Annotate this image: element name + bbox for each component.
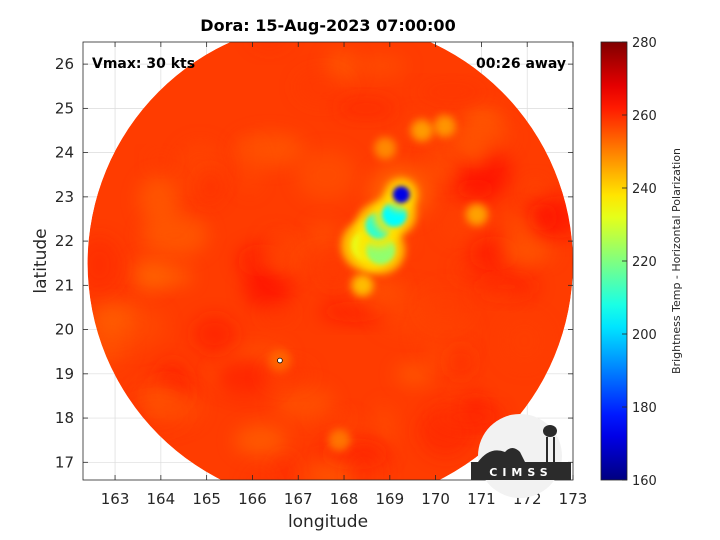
texture-blob xyxy=(432,403,503,431)
x-tick-label: 169 xyxy=(376,490,405,508)
y-tick-label: 26 xyxy=(55,55,74,73)
texture-blob xyxy=(262,231,291,267)
texture-blob xyxy=(275,385,334,422)
texture-blob xyxy=(192,315,237,353)
x-tick-label: 171 xyxy=(467,490,496,508)
colorbar-tick-label: 280 xyxy=(632,36,657,51)
y-tick-label: 21 xyxy=(55,276,74,294)
vmax-annotation: Vmax: 30 kts xyxy=(92,56,195,72)
y-axis-label: latitude xyxy=(31,228,51,293)
y-axis-ticks: 17 18 19 20 21 22 23 24 25 26 xyxy=(55,55,573,471)
logo-tower-leg xyxy=(546,437,548,462)
x-axis-label: longitude xyxy=(288,512,368,532)
colorbar-label: Brightness Temp - Horizontal Polarizatio… xyxy=(670,148,683,374)
texture-blob xyxy=(356,54,407,77)
texture-blob xyxy=(309,221,336,251)
logo-band xyxy=(471,462,571,480)
texture-blob xyxy=(237,141,262,193)
cimss-logo: CIMSS xyxy=(471,414,571,498)
texture-blob xyxy=(87,237,122,293)
y-tick-label: 24 xyxy=(55,144,74,162)
colorbar-tick-label: 220 xyxy=(632,255,657,270)
texture-blob xyxy=(418,83,486,101)
y-tick-label: 19 xyxy=(55,365,74,383)
x-tick-label: 167 xyxy=(284,490,313,508)
convection-features xyxy=(268,115,488,452)
chart-title: Dora: 15-Aug-2023 07:00:00 xyxy=(200,16,455,35)
texture-blob xyxy=(88,302,135,336)
texture-blob xyxy=(139,388,201,427)
texture-blob xyxy=(454,119,514,155)
texture-blob xyxy=(503,210,537,265)
colorbar-tick-label: 160 xyxy=(632,474,657,489)
x-tick-label: 165 xyxy=(192,490,221,508)
y-tick-label: 23 xyxy=(55,188,74,206)
y-tick-label: 22 xyxy=(55,232,74,250)
colorbar-tick-label: 200 xyxy=(632,328,657,343)
convection-feature xyxy=(374,137,397,160)
storm-center-point xyxy=(277,357,283,364)
texture-blob xyxy=(138,175,180,225)
colorbar-tick-label: 180 xyxy=(632,401,657,416)
x-tick-label: 166 xyxy=(238,490,267,508)
colorbar-ticks: 160 180 200 220 240 260 280 xyxy=(622,36,657,489)
texture-blob xyxy=(526,203,559,232)
texture-blob xyxy=(213,357,277,399)
convection-feature xyxy=(433,115,456,138)
texture-blob xyxy=(523,178,548,204)
texture-blob xyxy=(453,179,497,199)
convection-feature xyxy=(351,274,374,297)
texture-blob xyxy=(141,214,209,257)
texture-blob xyxy=(336,98,397,119)
logo-water-tower-icon xyxy=(543,425,557,437)
x-tick-label: 168 xyxy=(330,490,359,508)
convection-feature xyxy=(328,429,351,452)
y-tick-label: 20 xyxy=(55,321,74,339)
texture-blob xyxy=(296,71,349,103)
texture-blob xyxy=(148,153,174,170)
texture-blob xyxy=(448,345,473,378)
texture-blob xyxy=(197,169,223,204)
texture-blob xyxy=(234,424,287,456)
y-tick-label: 18 xyxy=(55,409,74,427)
texture-blob xyxy=(296,150,357,201)
logo-dish-icon xyxy=(478,448,525,462)
texture-blob xyxy=(348,452,380,480)
texture-blob xyxy=(421,287,470,325)
x-tick-label: 173 xyxy=(559,490,588,508)
x-tick-label: 163 xyxy=(101,490,130,508)
texture-blob xyxy=(499,314,549,367)
texture-blob xyxy=(140,266,193,287)
y-tick-label: 25 xyxy=(55,99,74,117)
texture-blob xyxy=(260,305,294,322)
texture-blob xyxy=(395,364,433,385)
colorbar-tick-label: 240 xyxy=(632,182,657,197)
logo-tower-leg xyxy=(553,437,555,462)
texture-blob xyxy=(302,461,355,480)
texture-blob xyxy=(272,454,297,480)
storm-center-marker xyxy=(277,357,283,364)
y-tick-label: 17 xyxy=(55,453,74,471)
x-tick-label: 164 xyxy=(147,490,176,508)
texture-blob xyxy=(422,162,456,181)
convection-feature xyxy=(410,119,433,142)
convection-feature xyxy=(465,203,488,226)
convection-feature xyxy=(392,186,410,204)
logo-text: CIMSS xyxy=(489,466,552,479)
plot-frame xyxy=(82,41,574,481)
x-tick-label: 170 xyxy=(421,490,450,508)
time-away-annotation: 00:26 away xyxy=(476,56,566,72)
texture-blob xyxy=(474,285,523,303)
colorbar-tick-label: 260 xyxy=(632,109,657,124)
